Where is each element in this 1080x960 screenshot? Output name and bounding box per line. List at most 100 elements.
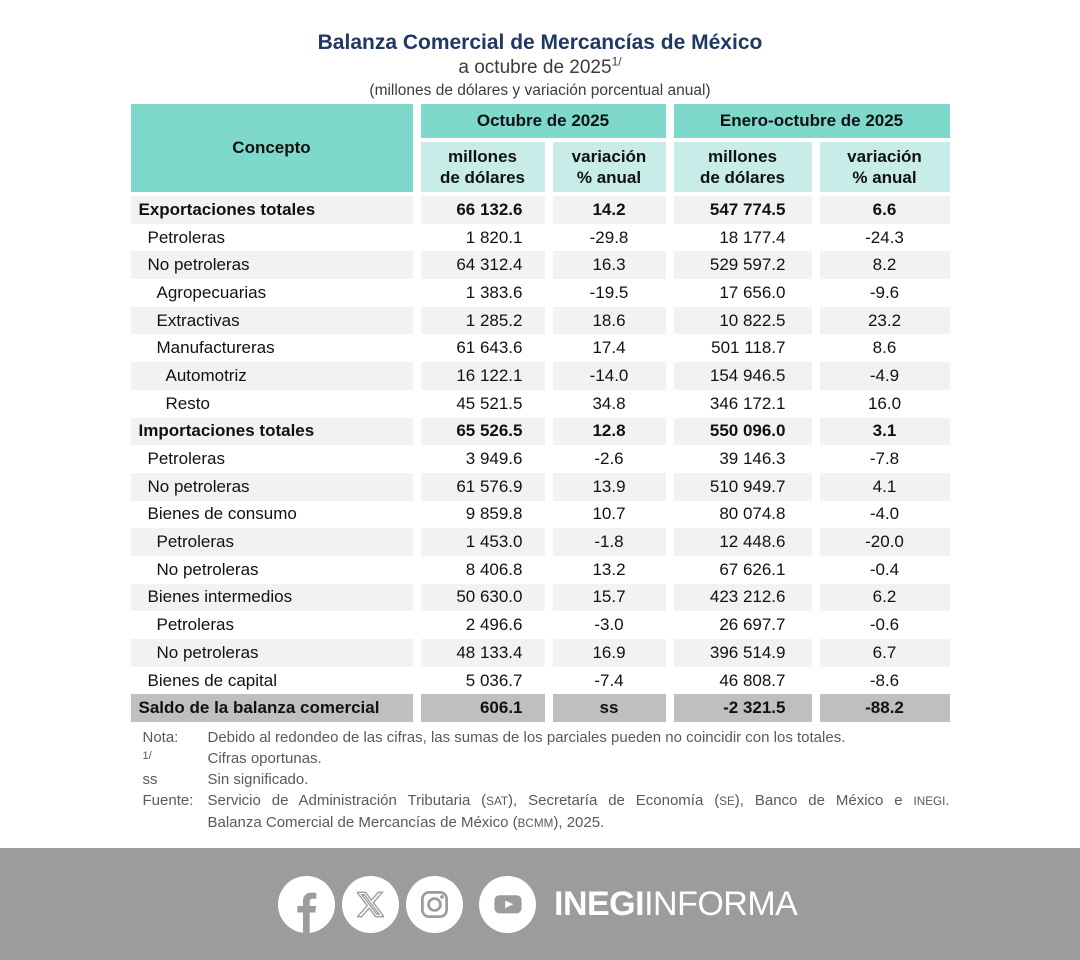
row-label: Petroleras [130,528,413,556]
column-header-millones-enero-octubre: millones de dólares [673,142,812,192]
subtitle-text: a octubre de 2025 [458,57,612,78]
youtube-icon[interactable] [479,875,536,933]
note-label: Nota: [142,729,179,747]
note-label: ss [142,771,158,789]
value-millones-octubre: 1 820.1 [420,223,545,252]
value-millones-enero-octubre: 46 808.7 [673,666,812,695]
value-variacion-octubre: 17.4 [552,334,666,363]
value-millones-octubre: 45 521.5 [420,389,545,418]
value-millones-enero-octubre: 18 177.4 [673,223,812,252]
note-row: Fuente: Servicio de Administración Tribu… [143,790,950,812]
footer-band: INEGIINFORMA [0,848,1080,960]
note-segment: . [945,792,950,810]
instagram-icon[interactable] [406,875,463,933]
value-millones-enero-octubre: 346 172.1 [673,389,812,418]
row-label: Saldo de la balanza comercial [130,694,413,723]
value-variacion-octubre: ss [552,694,666,723]
row-label: No petroleras [130,555,413,584]
value-millones-octubre: 50 630.0 [420,583,545,612]
row-label: Bienes de consumo [130,500,413,529]
value-variacion-octubre: -19.5 [552,279,666,307]
row-label: Petroleras [130,445,413,473]
column-header-millones-octubre: millones de dólares [420,142,545,192]
header-line: % anual [852,168,917,187]
notes-block: Nota: Debido al redondeo de las cifras, … [131,727,950,834]
value-variacion-enero-octubre: 23.2 [819,306,950,335]
value-variacion-enero-octubre: -88.2 [819,694,950,723]
value-variacion-octubre: 16.3 [552,251,666,280]
table-row: Bienes de consumo 9 859.8 10.7 80 074.8 … [130,500,950,529]
value-variacion-octubre: 13.9 [552,472,666,501]
value-millones-enero-octubre: 510 949.7 [673,472,812,501]
value-millones-octubre: 1 383.6 [420,279,545,307]
note-segment: Debido al redondeo de las cifras, las su… [207,729,846,747]
table-row: Saldo de la balanza comercial 606.1 ss -… [130,694,950,723]
value-variacion-enero-octubre: -0.6 [819,611,950,639]
brand-informa: INFORMA [644,884,798,923]
column-group-enero-octubre-2025: Enero-octubre de 2025 [673,104,950,138]
table-row: Extractivas 1 285.2 18.6 10 822.5 23.2 [130,306,950,335]
row-label: Agropecuarias [130,279,413,307]
note-segment: ), 2025. [553,814,605,832]
table-row: No petroleras 48 133.4 16.9 396 514.9 6.… [130,639,950,667]
value-variacion-octubre: 10.7 [552,500,666,529]
acronym: SE [719,795,735,809]
value-millones-enero-octubre: 423 212.6 [673,583,812,612]
units-caption: (millones de dólares y variación porcent… [369,82,711,99]
row-label: No petroleras [130,472,413,501]
brand-logo: INEGIINFORMA [554,884,798,924]
acronym: SAT [486,795,509,809]
row-label: Exportaciones totales [130,196,413,224]
note-text: Cifras oportunas. [208,748,950,769]
table-row: Petroleras 1 453.0 -1.8 12 448.6 -20.0 [130,528,950,556]
row-label: Importaciones totales [130,417,413,446]
value-millones-octubre: 61 576.9 [420,472,545,501]
note-segment: Balanza Comercial de Mercancías de Méxic… [207,814,518,832]
column-header-variacion-enero-octubre: variación % anual [819,142,950,192]
table-row: Manufactureras 61 643.6 17.4 501 118.7 8… [130,334,950,363]
value-variacion-enero-octubre: -4.9 [819,362,950,390]
value-millones-octubre: 65 526.5 [420,417,545,446]
note-row: Nota: Debido al redondeo de las cifras, … [143,727,950,748]
value-millones-enero-octubre: 80 074.8 [673,500,812,529]
value-millones-enero-octubre: 547 774.5 [673,196,812,224]
table-row: Exportaciones totales 66 132.6 14.2 547 … [130,196,950,224]
value-millones-enero-octubre: 26 697.7 [673,611,812,639]
column-header-variacion-octubre: variación % anual [552,142,666,192]
table-row: Bienes de capital 5 036.7 -7.4 46 808.7 … [130,666,950,695]
subtitle: a octubre de 20251/ [0,56,1080,80]
value-millones-octubre: 1 285.2 [420,306,545,335]
value-millones-enero-octubre: 154 946.5 [673,362,812,390]
note-segment: Servicio de Administración Tributaria ( [207,792,487,810]
facebook-icon[interactable] [278,875,335,933]
table-body: Exportaciones totales 66 132.6 14.2 547 … [130,196,950,723]
note-segment: ), Secretaría de Economía ( [508,792,720,810]
value-millones-octubre: 16 122.1 [420,362,545,390]
table-row: Automotriz 16 122.1 -14.0 154 946.5 -4.9 [130,362,950,390]
value-variacion-octubre: 15.7 [552,583,666,612]
value-millones-enero-octubre: 17 656.0 [673,279,812,307]
note-label [143,812,208,834]
value-variacion-enero-octubre: 3.1 [819,417,950,446]
value-variacion-octubre: 34.8 [552,389,666,418]
table-row: Petroleras 3 949.6 -2.6 39 146.3 -7.8 [130,445,950,473]
value-millones-enero-octubre: 550 096.0 [673,417,812,446]
value-variacion-enero-octubre: 4.1 [819,472,950,501]
value-millones-octubre: 606.1 [420,694,545,723]
x-twitter-icon[interactable] [342,875,399,933]
acronym: INEGI [913,795,946,809]
row-label: Automotriz [130,362,413,390]
value-variacion-enero-octubre: -8.6 [819,666,950,695]
header-line: millones [448,147,517,166]
table-row: Petroleras 2 496.6 -3.0 26 697.7 -0.6 [130,611,950,639]
column-header-concepto: Concepto [130,104,413,192]
value-variacion-octubre: 14.2 [552,196,666,224]
value-millones-enero-octubre: 396 514.9 [673,639,812,667]
note-row: 1/ Cifras oportunas. [143,748,950,769]
note-row: Balanza Comercial de Mercancías de Méxic… [143,812,950,834]
value-variacion-enero-octubre: -0.4 [819,555,950,584]
row-label: Manufactureras [130,334,413,363]
value-millones-enero-octubre: 12 448.6 [673,528,812,556]
value-variacion-enero-octubre: 16.0 [819,389,950,418]
